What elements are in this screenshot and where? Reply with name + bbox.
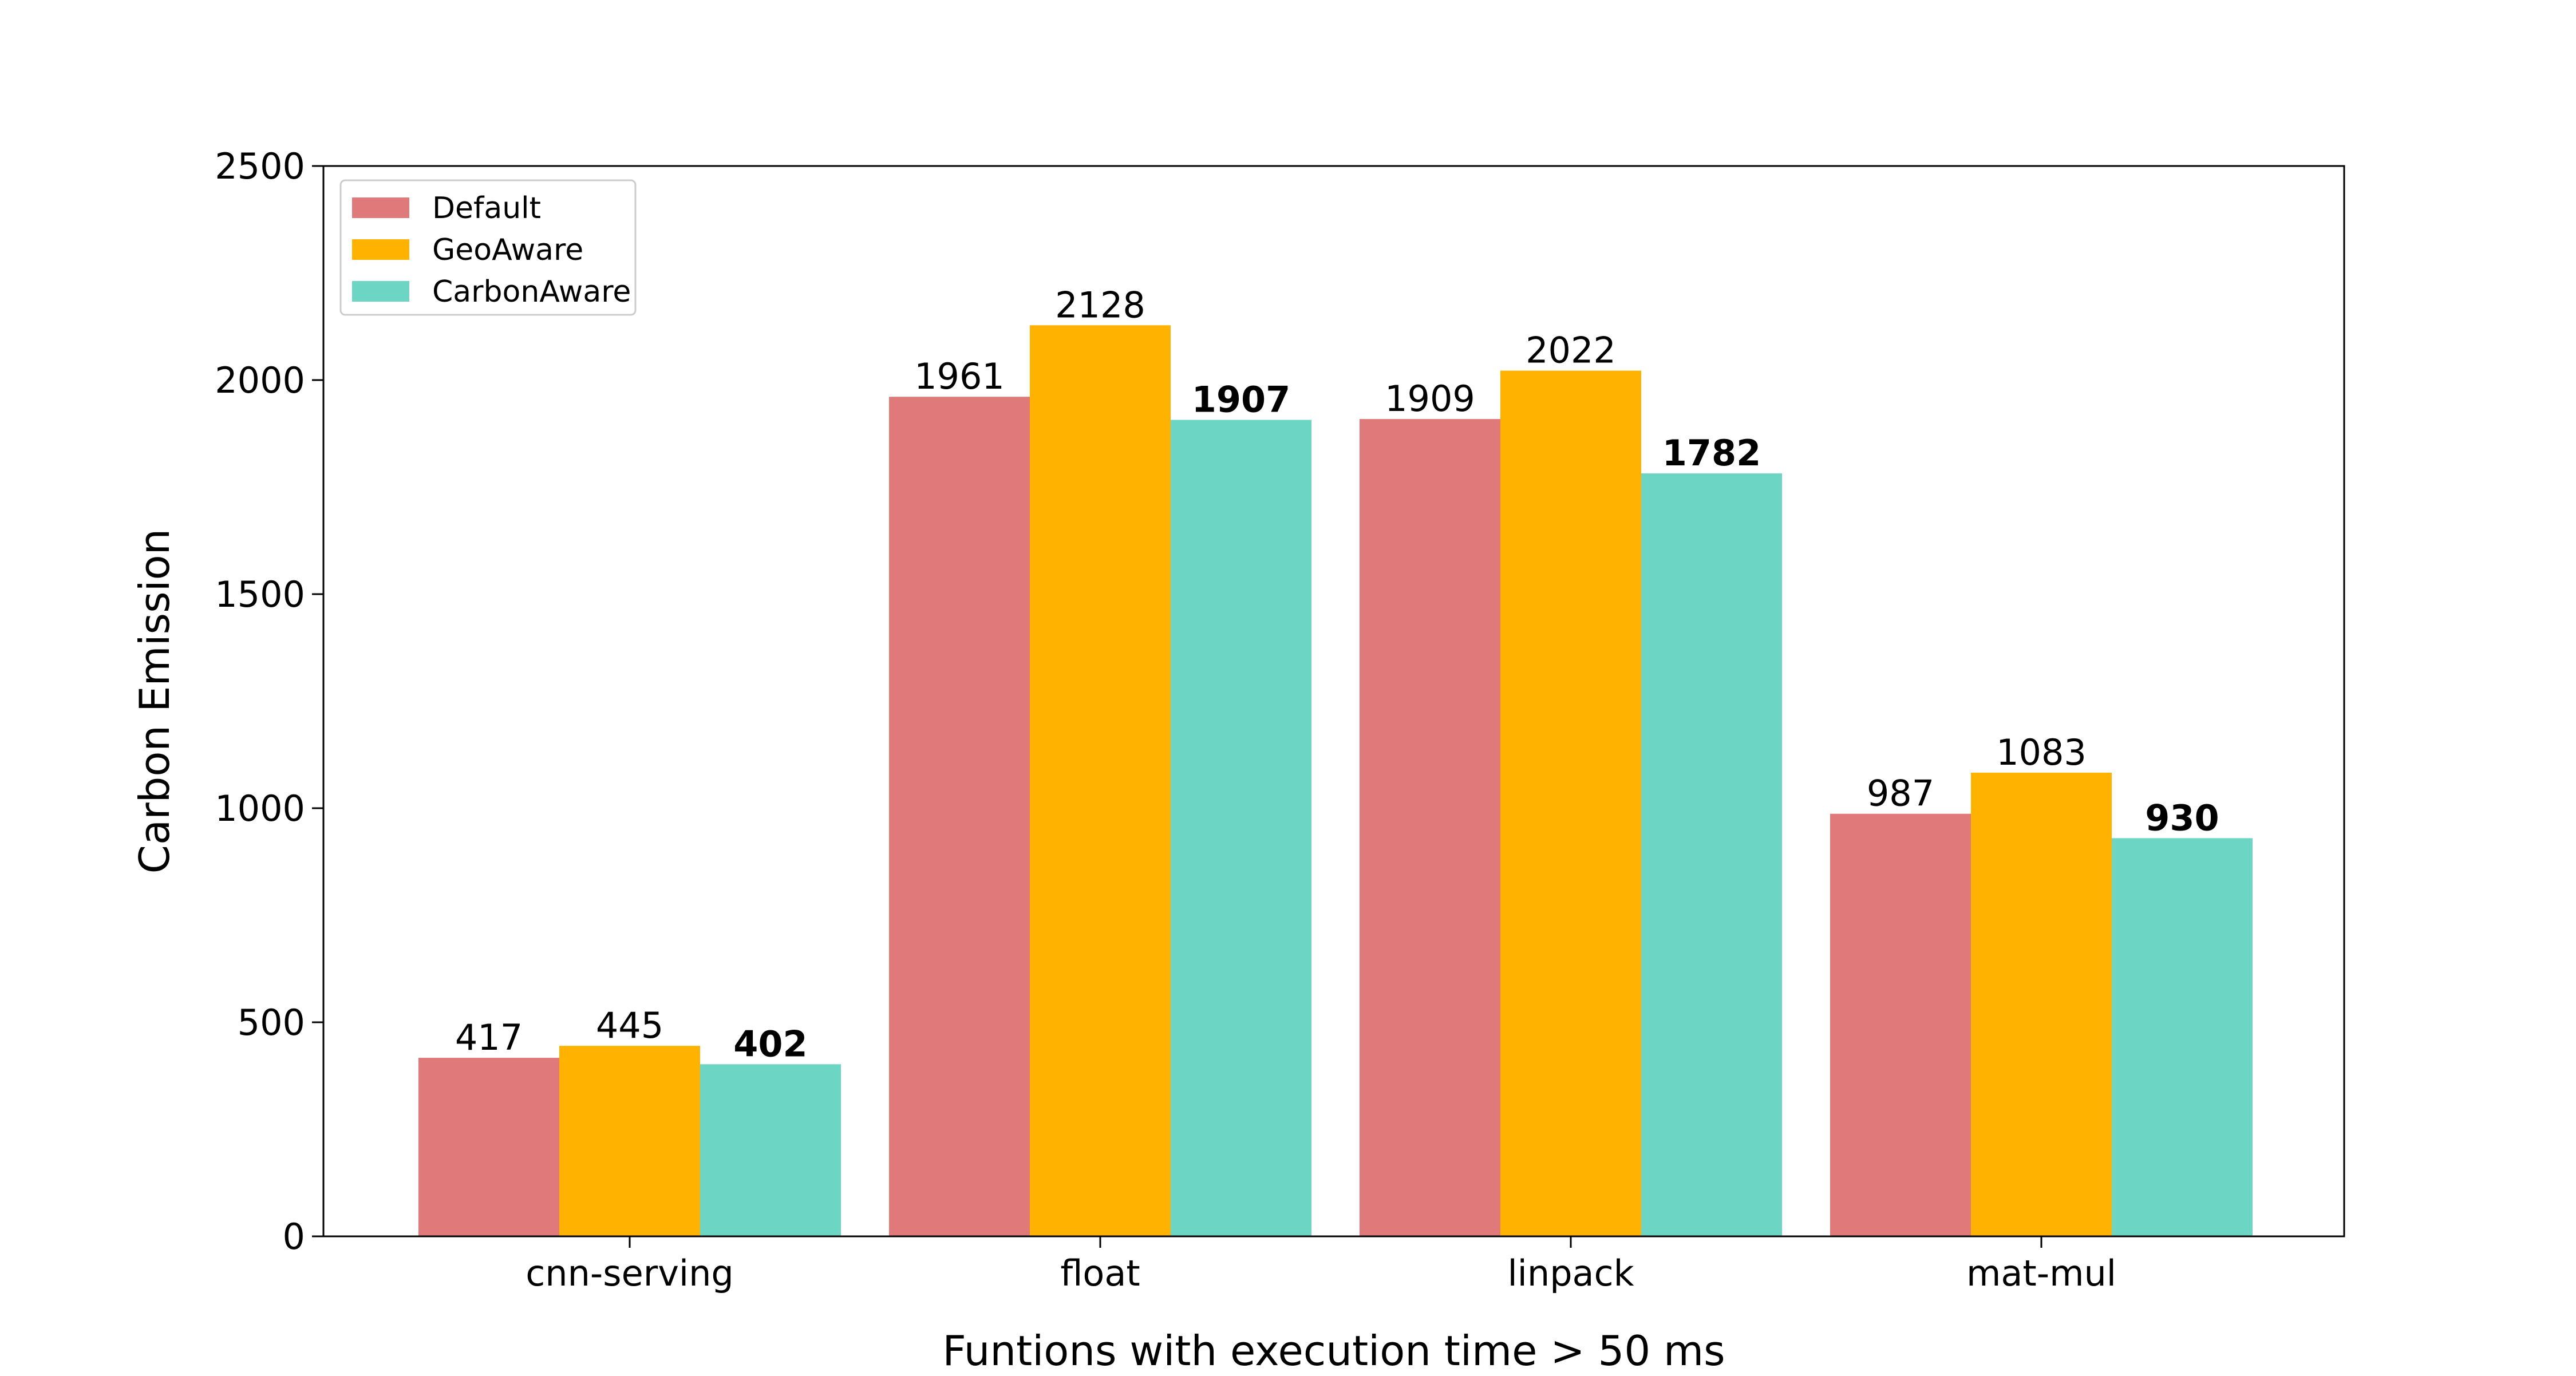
legend-label-default: Default [432,191,541,226]
value-label-default-cnn-serving: 417 [455,1017,523,1058]
value-label-geoaware-mat-mul: 1083 [1996,732,2087,773]
x-tick-label: mat-mul [1966,1252,2116,1294]
y-axis-label: Carbon Emission [131,529,179,874]
y-tick-label: 1500 [215,574,305,615]
bar-default-linpack [1360,419,1500,1236]
value-label-geoaware-linpack: 2022 [1526,330,1616,371]
y-tick-label: 0 [283,1216,305,1258]
bar-carbonaware-cnn-serving [700,1064,841,1236]
x-tick-label: cnn-serving [526,1252,734,1294]
legend-box [339,179,637,316]
bars-layer [418,325,2253,1237]
value-label-geoaware-float: 2128 [1055,284,1145,326]
y-tick-label: 2500 [215,145,305,187]
value-label-default-linpack: 1909 [1385,378,1475,420]
legend: Default GeoAware CarbonAware [339,179,637,316]
bar-default-cnn-serving [418,1058,559,1236]
value-labels-layer: 417 445 402 1961 2128 1907 1909 2022 1782 987 1083… [455,284,2219,1065]
legend-swatch-geoaware [352,239,409,260]
bar-geoaware-cnn-serving [559,1046,700,1236]
legend-label-geoaware: GeoAware [432,233,583,267]
value-label-default-mat-mul: 987 [1867,773,1934,814]
value-label-carbonaware-cnn-serving: 402 [733,1023,807,1065]
bar-geoaware-linpack [1500,370,1641,1237]
legend-swatch-carbonaware [352,281,409,302]
legend-label-carbonaware: CarbonAware [432,275,631,309]
y-tick-label: 2000 [215,359,305,401]
y-tick-label: 1000 [215,788,305,829]
plot-frame [322,165,2345,1237]
bar-geoaware-mat-mul [1971,772,2112,1236]
bar-carbonaware-mat-mul [2112,838,2253,1236]
value-label-geoaware-cnn-serving: 445 [596,1005,663,1046]
value-label-default-float: 1961 [914,355,1005,397]
legend-swatch-default [352,197,409,218]
bar-carbonaware-linpack [1641,473,1782,1237]
x-tick-label: float [1060,1252,1140,1294]
y-axis: 0 500 1000 1500 2000 2500 [215,145,323,1258]
x-axis: cnn-serving float linpack mat-mul [526,1236,2116,1294]
value-label-carbonaware-mat-mul: 930 [2145,797,2219,839]
value-label-carbonaware-float: 1907 [1192,379,1291,421]
value-label-carbonaware-linpack: 1782 [1662,432,1761,474]
bar-carbonaware-float [1171,420,1311,1237]
y-tick-label: 500 [238,1002,305,1043]
bar-default-float [889,397,1030,1236]
x-tick-label: linpack [1507,1252,1634,1294]
bar-geoaware-float [1030,325,1171,1236]
x-axis-label: Funtions with execution time > 50 ms [942,1327,1725,1374]
bar-default-mat-mul [1830,813,1971,1236]
